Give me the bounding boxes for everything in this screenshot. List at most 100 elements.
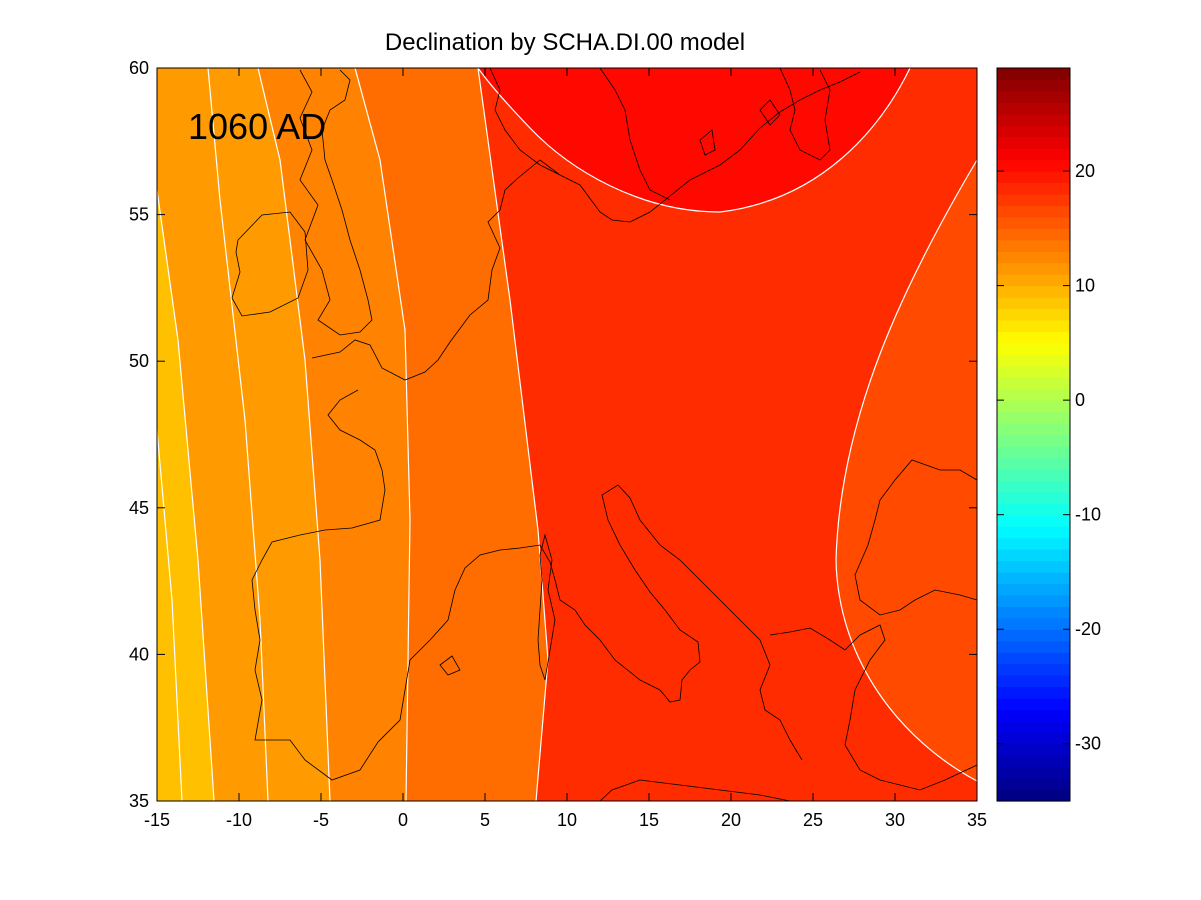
colorbar-segment bbox=[997, 571, 1070, 584]
colorbar-segment bbox=[997, 205, 1070, 218]
colorbar-segment bbox=[997, 319, 1070, 333]
colorbar-tick-label: -10 bbox=[1075, 505, 1101, 525]
y-axis: 35 40 45 50 55 60 bbox=[129, 58, 977, 811]
colorbar-segment bbox=[997, 113, 1070, 126]
contour-band-east-high bbox=[836, 160, 977, 781]
colorbar-segment bbox=[997, 663, 1070, 676]
colorbar-segment bbox=[997, 549, 1070, 562]
colorbar-segment bbox=[997, 285, 1070, 298]
coastline-balearic bbox=[439, 655, 461, 676]
coastlines bbox=[231, 68, 977, 801]
x-tick-label: -15 bbox=[144, 810, 170, 830]
colorbar-segment bbox=[997, 400, 1070, 413]
colorbar-segment bbox=[997, 594, 1070, 607]
colorbar-segment bbox=[997, 652, 1070, 665]
colorbar-segment bbox=[997, 617, 1070, 630]
contour-line bbox=[477, 68, 549, 801]
colorbar-segment bbox=[997, 560, 1070, 573]
colorbar-segment bbox=[997, 136, 1070, 149]
contour-lines bbox=[157, 68, 977, 801]
coastline-north-africa bbox=[599, 779, 791, 801]
x-tick-label: 20 bbox=[721, 810, 741, 830]
colorbar-segment bbox=[997, 228, 1070, 241]
colorbar-segment bbox=[997, 457, 1070, 470]
x-tick-label: 0 bbox=[398, 810, 408, 830]
colorbar-segment bbox=[997, 732, 1070, 745]
colorbar-segment bbox=[997, 755, 1070, 768]
contour-line bbox=[257, 68, 331, 801]
colorbar-segment bbox=[997, 640, 1070, 653]
colorbar-tick-label: -20 bbox=[1075, 619, 1101, 639]
coastline-scandinavia bbox=[489, 68, 831, 201]
colorbar-segment bbox=[997, 675, 1070, 688]
contour-band-north-high bbox=[478, 68, 910, 212]
colorbar-segment bbox=[997, 491, 1070, 504]
x-tick-label: 15 bbox=[639, 810, 659, 830]
coastline-great-britain bbox=[299, 69, 373, 336]
y-tick-label: 55 bbox=[129, 205, 149, 225]
contour-line bbox=[157, 429, 183, 801]
y-tick-label: 60 bbox=[129, 58, 149, 78]
colorbar-segment bbox=[997, 216, 1070, 229]
colorbar-segment bbox=[997, 193, 1070, 207]
colorbar-segment bbox=[997, 743, 1070, 756]
x-tick-label: 25 bbox=[803, 810, 823, 830]
colorbar-segment bbox=[997, 365, 1070, 378]
colorbar-tick-label: 0 bbox=[1075, 390, 1085, 410]
coastline-ireland bbox=[231, 211, 309, 317]
coastline-corsica-sardinia bbox=[537, 533, 556, 681]
colorbar-segment bbox=[997, 686, 1070, 699]
colorbar-segment bbox=[997, 766, 1070, 779]
chart-title: Declination by SCHA.DI.00 model bbox=[385, 29, 745, 56]
colorbar-segment bbox=[997, 445, 1070, 459]
colorbar-tick-label: 20 bbox=[1075, 161, 1095, 181]
x-tick-label: 35 bbox=[967, 810, 987, 830]
colorbar-segment bbox=[997, 480, 1070, 493]
colorbar-segment bbox=[997, 342, 1070, 355]
contour-line bbox=[835, 159, 977, 782]
x-tick-label: 10 bbox=[557, 810, 577, 830]
colorbar-segment bbox=[997, 79, 1070, 92]
colorbar-segment bbox=[997, 583, 1070, 596]
y-tick-label: 50 bbox=[129, 351, 149, 371]
x-tick-label: 30 bbox=[885, 810, 905, 830]
y-tick-label: 35 bbox=[129, 791, 149, 811]
y-tick-label: 45 bbox=[129, 498, 149, 518]
colorbar-segment bbox=[997, 411, 1070, 424]
colorbar: -30 -20 -10 0 10 20 bbox=[996, 67, 1101, 802]
colorbar-segment bbox=[997, 526, 1070, 539]
colorbar-segment bbox=[997, 503, 1070, 516]
contour-line bbox=[207, 68, 269, 801]
colorbar-segment bbox=[997, 297, 1070, 310]
colorbar-segment bbox=[997, 262, 1070, 275]
x-tick-label: 5 bbox=[480, 810, 490, 830]
colorbar-segment bbox=[997, 720, 1070, 733]
colorbar-segment bbox=[997, 388, 1070, 401]
x-tick-label: -10 bbox=[226, 810, 252, 830]
colorbar-segment bbox=[997, 423, 1070, 436]
x-axis: -15 -10 -5 0 5 10 15 20 25 30 35 bbox=[144, 68, 987, 830]
y-tick-label: 40 bbox=[129, 644, 149, 664]
colorbar-segment bbox=[997, 514, 1070, 527]
colorbar-segment bbox=[997, 239, 1070, 252]
colorbar-segment bbox=[997, 148, 1070, 161]
colorbar-segment bbox=[997, 274, 1070, 287]
colorbar-tick-label: -30 bbox=[1075, 734, 1101, 754]
colorbar-frame bbox=[996, 67, 1071, 802]
colorbar-segment bbox=[997, 697, 1070, 710]
epoch-annotation: 1060 AD bbox=[188, 106, 326, 147]
colorbar-segment bbox=[997, 789, 1070, 802]
colorbar-segment bbox=[997, 354, 1070, 367]
colorbar-segment bbox=[997, 125, 1070, 138]
colorbar-segment bbox=[997, 182, 1070, 195]
colorbar-segment bbox=[997, 90, 1070, 103]
colorbar-segment bbox=[997, 629, 1070, 642]
contour-line bbox=[354, 68, 411, 801]
colorbar-segment bbox=[997, 68, 1070, 81]
contour-band-9 bbox=[157, 430, 182, 801]
colorbar-segment bbox=[997, 102, 1070, 115]
colorbar-segment bbox=[997, 377, 1070, 390]
colorbar-segment bbox=[997, 251, 1070, 264]
colorbar-segment bbox=[997, 537, 1070, 550]
colorbar-segment bbox=[997, 468, 1070, 481]
